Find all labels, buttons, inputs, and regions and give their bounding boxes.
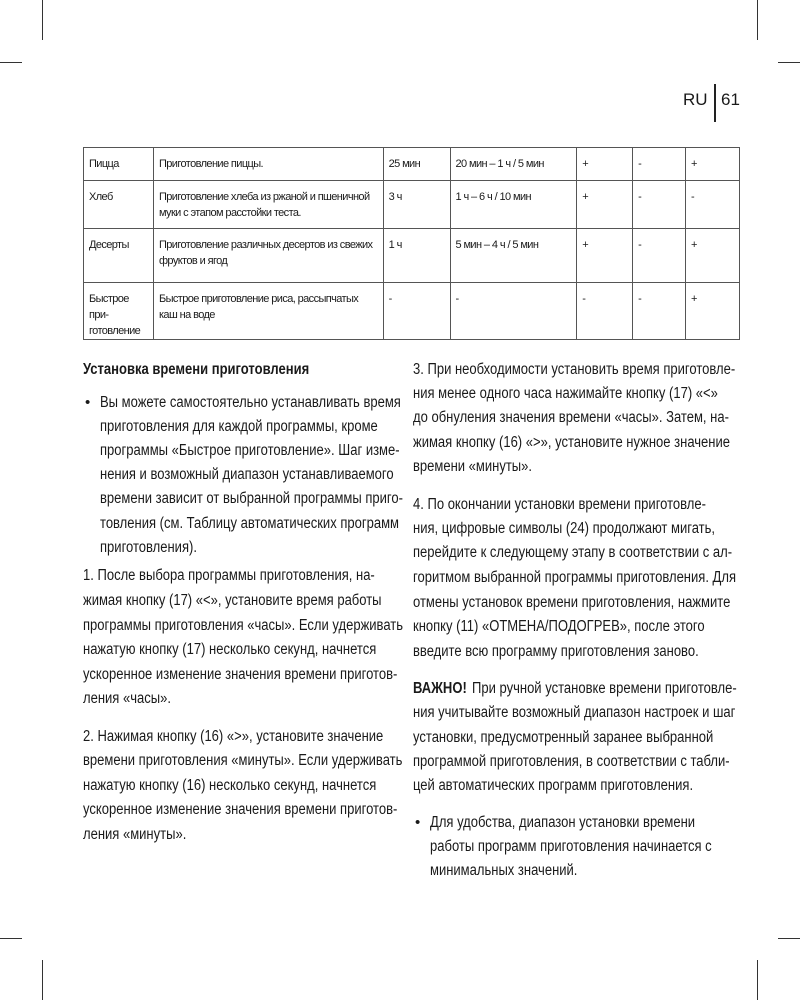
table-cell: Приготовление хлеба из ржаной и пшенично… [152, 180, 384, 229]
table-cell: Десерты [83, 228, 154, 283]
crop-mark [0, 938, 22, 939]
section-heading: Установка времени приготовления [83, 361, 310, 378]
paragraph-line: цей автоматических программ приготовлени… [413, 777, 694, 794]
table-cell: 1 ч [382, 228, 451, 283]
table-cell: - [685, 180, 740, 229]
paragraph-line: времени зависит от выбранной программы п… [100, 490, 403, 507]
table-cell: - [449, 282, 578, 340]
table-cell: + [685, 228, 740, 283]
paragraph-line: ния учитывайте возможный диапазон настро… [413, 704, 736, 721]
table-cell: + [685, 147, 740, 181]
table-cell: 25 мин [382, 147, 451, 181]
table-row: Десерты Приготовление различных десертов … [83, 228, 740, 283]
table-cell: - [632, 147, 687, 181]
paragraph-line: нения и возможный диапазон устанавливаем… [100, 466, 394, 483]
crop-mark [757, 0, 758, 40]
crop-mark [778, 62, 800, 63]
page-number: 61 [721, 90, 740, 109]
paragraph-line: 3. При необходимости установить время пр… [413, 361, 736, 378]
table-cell: 5 мин – 4 ч / 5 мин [449, 228, 578, 283]
table-cell: Приготовление различных десертов из свеж… [152, 228, 384, 283]
bullet-icon: • [85, 394, 91, 411]
header-divider [714, 84, 716, 122]
paragraph-line: 4. По окончании установки времени пригот… [413, 496, 706, 513]
paragraph-line: программы «Быстрое приготовление». Шаг и… [100, 442, 400, 459]
paragraph-line: Вы можете самостоятельно устанавливать в… [100, 394, 401, 411]
paragraph-line: времени приготовления «минуты». Если уде… [83, 752, 403, 769]
programs-table: Пицца Приготовление пиццы. 25 мин 20 мин – … [83, 147, 740, 340]
paragraph-line: нажатую кнопку (16) несколько секунд, на… [83, 777, 377, 794]
paragraph-line: приготовления для каждой программы, кром… [100, 418, 378, 435]
paragraph-line: товления (см. Таблицу автоматических про… [100, 515, 399, 532]
paragraph-line: ускоренное изменение значения времени пр… [83, 801, 398, 818]
paragraph-line: ния, цифровые символы (24) продолжают ми… [413, 520, 716, 537]
table-cell: + [576, 180, 634, 229]
crop-mark [778, 938, 800, 939]
paragraph-line: жимая кнопку (17) «<», установите время … [83, 592, 382, 609]
important-label: ВАЖНО! [413, 680, 467, 697]
table-row: Хлеб Приготовление хлеба из ржаной и пшен… [83, 180, 740, 229]
paragraph-line: перейдите к следующему этапу в соответст… [413, 544, 733, 561]
paragraph-line: до обнуления значения времени «часы». За… [413, 409, 729, 426]
table-cell: + [685, 282, 740, 340]
table-cell: Быстрое приготовление риса, рассыпчатых … [152, 282, 384, 340]
paragraph-line: кнопку (11) «ОТМЕНА/ПОДОГРЕВ», после это… [413, 618, 705, 635]
bullet-icon: • [415, 814, 421, 831]
paragraph-line: Для удобства, диапазон установки времени [430, 814, 696, 831]
paragraph-line: жимая кнопку (16) «>», установите нужное… [413, 434, 731, 451]
paragraph-line: ления «часы». [83, 690, 171, 707]
paragraph-line: нажатую кнопку (17) несколько секунд, на… [83, 641, 377, 658]
paragraph-line: горитмом выбранной программы приготовлен… [413, 569, 737, 586]
language-label: RU [683, 90, 708, 109]
paragraph-line: программой приготовления, в соответствии… [413, 753, 730, 770]
paragraph-line: ния менее одного часа нажимайте кнопку (… [413, 385, 718, 402]
paragraph-line: времени «минуты». [413, 458, 533, 475]
table-cell: Быстрое при-готовление [83, 282, 154, 340]
table-row: Быстрое при-готовление Быстрое приготовле… [83, 282, 740, 340]
table-cell: - [632, 282, 687, 340]
paragraph-line: 2. Нажимая кнопку (16) «>», установите з… [83, 728, 384, 745]
table-cell: 1 ч – 6 ч / 10 мин [449, 180, 578, 229]
table-cell: 20 мин – 1 ч / 5 мин [449, 147, 578, 181]
table-cell: Пицца [83, 147, 154, 181]
paragraph-line: При ручной установке времени приготовле- [472, 680, 737, 697]
paragraph-line: программы приготовления «часы». Если уде… [83, 617, 404, 634]
paragraph-line: 1. После выбора программы приготовления,… [83, 567, 375, 584]
table-cell: - [382, 282, 451, 340]
table-cell: 3 ч [382, 180, 451, 229]
table-cell: - [632, 228, 687, 283]
table-cell: - [576, 282, 634, 340]
paragraph-line: отмены установок времени приготовления, … [413, 594, 731, 611]
table-row: Пицца Приготовление пиццы. 25 мин 20 мин – … [83, 147, 740, 181]
paragraph-line: работы программ приготовления начинается… [430, 838, 712, 855]
crop-mark [757, 960, 758, 1000]
paragraph-line: ускоренное изменение значения времени пр… [83, 666, 398, 683]
paragraph-line: минимальных значений. [430, 862, 578, 879]
table-cell: Приготовление пиццы. [152, 147, 384, 181]
paragraph-line: введите всю программу приготовления зано… [413, 643, 699, 660]
table-cell: - [632, 180, 687, 229]
table-cell: Хлеб [83, 180, 154, 229]
paragraph-line: приготовления). [100, 539, 197, 556]
paragraph-line: установки, предусмотренный заранее выбра… [413, 729, 714, 746]
paragraph-line: ления «минуты». [83, 826, 187, 843]
table-cell: + [576, 228, 634, 283]
table-cell: + [576, 147, 634, 181]
crop-mark [42, 0, 43, 40]
crop-mark [0, 62, 22, 63]
crop-mark [42, 960, 43, 1000]
